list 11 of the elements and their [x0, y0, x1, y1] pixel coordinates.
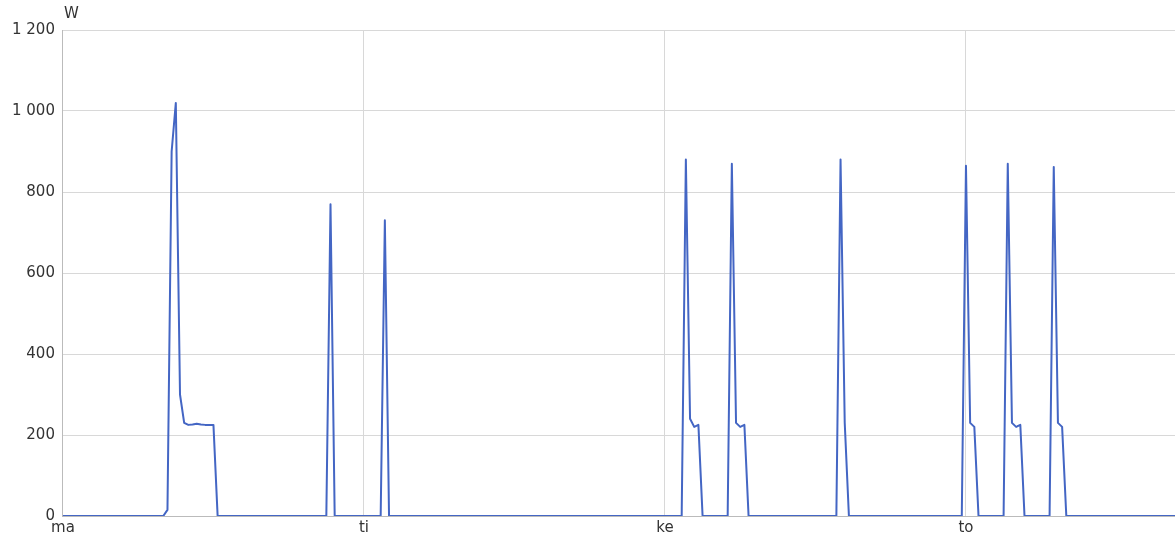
y-axis-title: W [63, 4, 79, 23]
x-tick-label: ke [656, 517, 674, 536]
y-tick-label: 0 [45, 505, 55, 524]
y-tick-label: 1 000 [11, 100, 55, 119]
y-tick-label: 400 [26, 343, 55, 362]
y-tick-label: 600 [26, 262, 55, 281]
x-tick-label: to [958, 517, 974, 536]
y-tick-label: 1 200 [11, 19, 55, 38]
y-tick-label: 200 [26, 424, 55, 443]
y-tick-label: 800 [26, 181, 55, 200]
x-tick-label: ti [358, 517, 369, 536]
